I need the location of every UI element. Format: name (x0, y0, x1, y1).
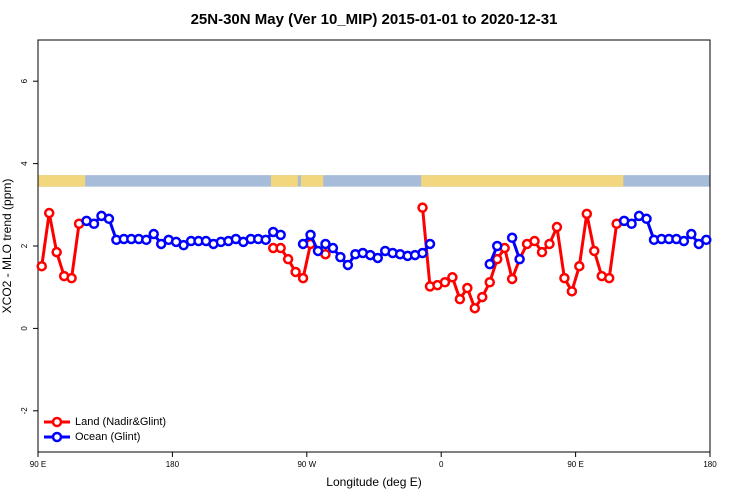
data-point (342, 259, 354, 271)
data-point (447, 272, 458, 283)
plot-frame (37, 39, 711, 453)
x-tick-label: 0 (439, 460, 444, 469)
data-point (312, 245, 324, 257)
data-point (88, 218, 100, 230)
y-tick-label: 0 (20, 326, 29, 331)
y-tick-label: 2 (20, 243, 29, 248)
data-point (178, 239, 189, 251)
data-point (566, 286, 578, 297)
data-point (36, 260, 47, 272)
data-point (589, 245, 600, 257)
data-point (701, 234, 712, 246)
data-point (686, 228, 697, 240)
data-point (626, 218, 637, 230)
data-point (260, 234, 271, 246)
data-point (297, 238, 309, 250)
x-axis-label: Longitude (deg E) (326, 475, 421, 489)
x-tick-label: 180 (703, 460, 717, 469)
data-point (491, 240, 503, 252)
series-line (40, 207, 619, 312)
land-span (270, 175, 298, 187)
legend-marker (51, 431, 63, 443)
legend-label: Ocean (Glint) (75, 431, 140, 443)
data-point (551, 221, 563, 233)
x-tick-label: 90 E (30, 460, 46, 469)
data-point (603, 272, 615, 284)
data-point (275, 229, 286, 241)
land-span (421, 175, 624, 187)
y-axis-label: XCO2 - MLO trend (ppm) (0, 179, 14, 314)
data-point (417, 247, 428, 259)
data-point (574, 260, 585, 272)
data-point (335, 251, 346, 263)
data-point (43, 207, 55, 219)
data-point (544, 238, 555, 250)
data-point (372, 252, 383, 264)
data-point (297, 272, 309, 284)
data-point (327, 242, 339, 254)
data-point (559, 272, 570, 284)
legend-label: Land (Nadir&Glint) (75, 416, 166, 428)
data-point (641, 213, 652, 225)
y-tick-label: -2 (20, 407, 29, 415)
data-point (678, 235, 690, 247)
data-point (320, 238, 331, 250)
data-point (477, 291, 488, 303)
data-point (484, 258, 495, 270)
chart-title: 25N-30N May (Ver 10_MIP) 2015-01-01 to 2… (191, 11, 558, 28)
x-tick-label: 180 (166, 460, 180, 469)
x-tick-label: 90 E (567, 460, 583, 469)
data-point (506, 273, 518, 285)
data-point (290, 266, 301, 278)
data-point (424, 238, 436, 250)
data-point (506, 232, 518, 244)
data-point (155, 238, 167, 250)
data-point (462, 282, 473, 294)
legend-marker (51, 416, 63, 428)
data-point (282, 253, 294, 265)
land-span (38, 175, 86, 187)
data-point (51, 246, 62, 258)
data-point (536, 246, 548, 258)
data-point (417, 202, 428, 213)
data-point (148, 228, 159, 240)
data-point (454, 293, 466, 305)
x-tick-label: 90 W (297, 460, 316, 469)
data-point (693, 238, 705, 250)
ocean-strip (38, 175, 710, 187)
data-point (103, 213, 115, 225)
data-point (305, 229, 316, 241)
y-tick-label: 6 (20, 78, 29, 83)
land-span (300, 175, 324, 187)
data-point (66, 272, 77, 284)
data-point (484, 277, 495, 288)
data-point (275, 242, 286, 254)
y-tick-label: 4 (20, 161, 29, 166)
data-point (529, 235, 540, 247)
data-point (514, 253, 525, 265)
data-point (581, 208, 593, 220)
data-point (141, 234, 152, 246)
data-point (439, 277, 451, 288)
data-point (469, 302, 481, 314)
